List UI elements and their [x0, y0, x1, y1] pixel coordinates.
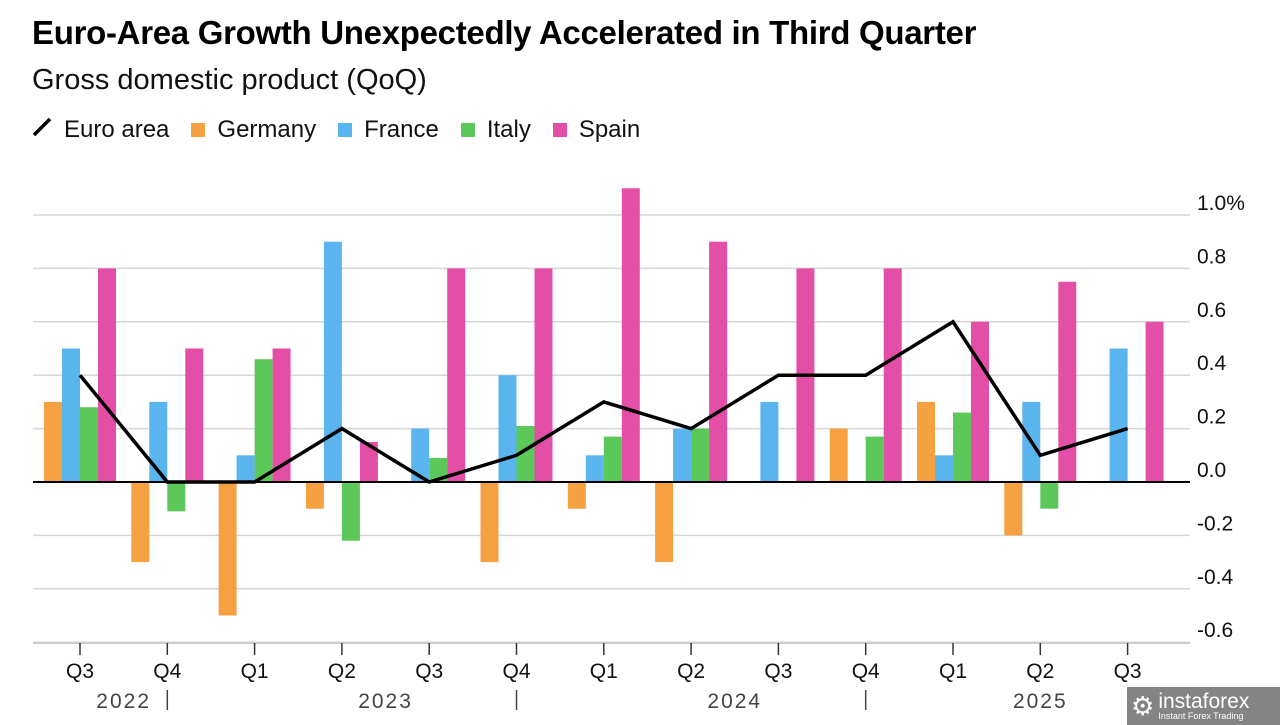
y-tick-label: 0.8	[1197, 245, 1226, 268]
bar-italy	[953, 412, 971, 482]
bar-france	[323, 241, 342, 482]
legend-label: France	[364, 116, 439, 143]
bar-germany	[44, 401, 62, 482]
y-tick-label: 1.0%	[1197, 192, 1245, 215]
bar-italy	[1040, 482, 1059, 509]
watermark-tagline: Instant Forex Trading	[1158, 710, 1244, 721]
x-tick-label: Q3	[1114, 660, 1142, 683]
color-swatch	[338, 123, 353, 137]
bar-spain	[359, 441, 378, 482]
year-label: 2022	[96, 690, 151, 713]
bar-france	[760, 401, 779, 482]
legend-item-euro-area: Euro area	[32, 116, 169, 144]
bar-spain	[534, 268, 553, 482]
bar-france	[236, 455, 255, 482]
bar-france	[411, 428, 430, 482]
chart-subtitle: Gross domestic product (QoQ)	[32, 64, 427, 96]
x-tick-label: Q3	[415, 660, 443, 683]
x-tick-label: Q4	[852, 660, 880, 683]
bar-spain	[883, 268, 902, 482]
bar-italy	[341, 482, 360, 541]
bar-germany	[567, 482, 586, 509]
bar-italy	[691, 428, 710, 482]
bar-spain	[98, 268, 116, 482]
bar-spain	[185, 348, 204, 482]
x-tick-label: Q2	[677, 660, 705, 683]
y-tick-label: 0.4	[1197, 352, 1227, 375]
bar-germany	[305, 482, 324, 509]
x-tick-label: Q2	[328, 660, 356, 683]
color-swatch	[191, 123, 206, 137]
chart-title: Euro-Area Growth Unexpectedly Accelerate…	[32, 14, 977, 51]
bar-france	[1109, 348, 1128, 482]
bar-italy	[254, 359, 273, 482]
bar-france	[935, 455, 953, 482]
legend-label: Germany	[217, 116, 317, 143]
legend: Euro area Germany France Italy Spain	[32, 116, 640, 144]
bar-italy	[516, 425, 535, 482]
legend-label: Euro area	[64, 116, 170, 143]
x-tick-label: Q4	[153, 660, 181, 683]
bar-italy	[80, 407, 98, 482]
bar-spain	[1058, 281, 1077, 482]
bar-spain	[447, 268, 466, 482]
bar-france	[585, 455, 604, 482]
bar-france	[673, 428, 692, 482]
watermark-brand: instaforex	[1158, 689, 1250, 713]
year-label: 2025	[1013, 690, 1068, 713]
bar-france	[149, 401, 168, 482]
bar-france	[62, 348, 80, 482]
bar-spain	[1145, 321, 1164, 482]
bar-spain	[621, 188, 640, 483]
bar-italy	[167, 482, 186, 512]
bar-germany	[917, 401, 935, 482]
bar-italy	[865, 436, 884, 482]
x-tick-label: Q1	[241, 660, 269, 683]
bar-germany	[829, 428, 848, 482]
bar-germany	[1004, 482, 1023, 536]
line-euro-area	[78, 319, 1129, 484]
x-tick-label: Q3	[764, 660, 792, 683]
legend-item-france: France	[338, 116, 439, 144]
y-tick-label: -0.6	[1197, 619, 1233, 642]
x-tick-label: Q3	[66, 660, 94, 683]
y-tick-label: -0.2	[1197, 512, 1233, 535]
legend-item-spain: Spain	[552, 116, 641, 144]
watermark: ⚙ instaforex Instant Forex Trading	[1127, 687, 1280, 725]
y-tick-label: -0.4	[1197, 566, 1234, 589]
y-tick-label: 0.2	[1197, 406, 1226, 429]
bar-germany	[218, 482, 237, 616]
y-tick-label: 0.6	[1197, 299, 1226, 322]
legend-item-germany: Germany	[191, 116, 316, 144]
legend-label: Spain	[578, 116, 641, 143]
y-tick-label: 0.0	[1197, 459, 1226, 482]
x-tick-label: Q4	[502, 660, 530, 683]
bar-germany	[131, 482, 150, 563]
bar-germany	[655, 482, 674, 563]
color-swatch	[460, 123, 475, 137]
x-tick-label: Q1	[590, 660, 618, 683]
legend-label: Italy	[486, 116, 531, 143]
bar-spain	[971, 321, 989, 482]
x-tick-label: Q2	[1026, 660, 1054, 683]
year-label: 2023	[358, 690, 413, 713]
line-swatch-icon	[32, 116, 52, 144]
bar-france	[498, 375, 517, 482]
bar-italy	[429, 457, 448, 482]
legend-item-italy: Italy	[460, 116, 531, 144]
year-label: 2024	[707, 690, 762, 713]
bar-spain	[272, 348, 291, 482]
bar-spain	[709, 241, 728, 482]
bar-italy	[603, 436, 622, 482]
bar-germany	[480, 482, 499, 563]
gear-logo-icon: ⚙	[1131, 691, 1155, 721]
color-swatch	[552, 123, 567, 137]
x-tick-label: Q1	[939, 660, 967, 683]
